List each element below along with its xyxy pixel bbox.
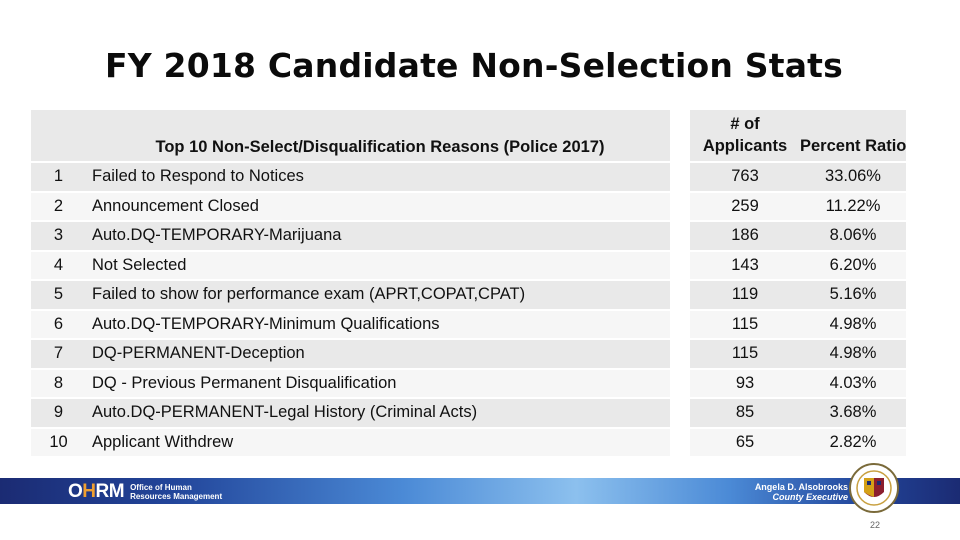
exec-role: County Executive bbox=[772, 492, 848, 502]
applicants-cell: 763 bbox=[690, 163, 800, 193]
gap-cell bbox=[670, 281, 690, 311]
table-row: 3 Auto.DQ-TEMPORARY-Marijuana 186 8.06% bbox=[31, 222, 906, 252]
table-row: 7 DQ-PERMANENT-Deception 115 4.98% bbox=[31, 340, 906, 370]
county-seal-icon bbox=[849, 463, 899, 513]
rank-cell: 7 bbox=[31, 340, 90, 370]
reason-cell: DQ - Previous Permanent Disqualification bbox=[90, 369, 670, 399]
reason-cell: DQ-PERMANENT-Deception bbox=[90, 340, 670, 370]
county-executive-credit: Angela D. Alsobrooks County Executive bbox=[755, 482, 848, 502]
applicants-header-line1: # of bbox=[730, 115, 760, 133]
percent-cell: 5.16% bbox=[800, 281, 906, 311]
gap-cell bbox=[670, 310, 690, 340]
ohrm-logo: OHRM Office of Human Resources Managemen… bbox=[68, 481, 222, 503]
reason-cell: Not Selected bbox=[90, 251, 670, 281]
percent-cell: 8.06% bbox=[800, 222, 906, 252]
table-row: 5 Failed to show for performance exam (AP… bbox=[31, 281, 906, 311]
reason-cell: Applicant Withdrew bbox=[90, 428, 670, 458]
ohrm-wordmark: OHRM bbox=[68, 481, 125, 502]
applicants-cell: 259 bbox=[690, 192, 800, 222]
gap-cell bbox=[670, 399, 690, 429]
percent-cell: 2.82% bbox=[800, 428, 906, 458]
rank-cell: 5 bbox=[31, 281, 90, 311]
reason-cell: Announcement Closed bbox=[90, 192, 670, 222]
gap-cell bbox=[670, 163, 690, 193]
stats-table-container: Top 10 Non-Select/Disqualification Reaso… bbox=[31, 110, 906, 458]
non-selection-table: Top 10 Non-Select/Disqualification Reaso… bbox=[31, 110, 906, 458]
applicants-cell: 85 bbox=[690, 399, 800, 429]
table-row: 1 Failed to Respond to Notices 763 33.06% bbox=[31, 163, 906, 193]
table-row: 9 Auto.DQ-PERMANENT-Legal History (Crimin… bbox=[31, 399, 906, 429]
gap-cell bbox=[670, 369, 690, 399]
ohrm-org-name: Office of Human Resources Management bbox=[130, 483, 222, 501]
rank-cell: 9 bbox=[31, 399, 90, 429]
rank-cell: 8 bbox=[31, 369, 90, 399]
percent-cell: 11.22% bbox=[800, 192, 906, 222]
org-line-1: Office of Human bbox=[130, 483, 192, 492]
applicants-cell: 143 bbox=[690, 251, 800, 281]
applicants-header: # of Applicants bbox=[690, 110, 800, 163]
percent-cell: 4.03% bbox=[800, 369, 906, 399]
applicants-cell: 115 bbox=[690, 340, 800, 370]
rank-cell: 3 bbox=[31, 222, 90, 252]
percent-cell: 4.98% bbox=[800, 340, 906, 370]
applicants-cell: 186 bbox=[690, 222, 800, 252]
table-row: 4 Not Selected 143 6.20% bbox=[31, 251, 906, 281]
gap-cell bbox=[670, 251, 690, 281]
reason-cell: Auto.DQ-PERMANENT-Legal History (Crimina… bbox=[90, 399, 670, 429]
applicants-cell: 93 bbox=[690, 369, 800, 399]
applicants-header-line2: Applicants bbox=[702, 137, 788, 155]
slide-title: FY 2018 Candidate Non-Selection Stats bbox=[105, 46, 843, 85]
table-header-row: Top 10 Non-Select/Disqualification Reaso… bbox=[31, 110, 906, 163]
rank-cell: 1 bbox=[31, 163, 90, 193]
gap-cell bbox=[670, 222, 690, 252]
applicants-cell: 115 bbox=[690, 310, 800, 340]
reason-cell: Failed to Respond to Notices bbox=[90, 163, 670, 193]
gap-cell bbox=[670, 192, 690, 222]
gap-cell bbox=[670, 340, 690, 370]
table-row: 10 Applicant Withdrew 65 2.82% bbox=[31, 428, 906, 458]
reason-cell: Failed to show for performance exam (APR… bbox=[90, 281, 670, 311]
table-body: 1 Failed to Respond to Notices 763 33.06% 2 A… bbox=[31, 163, 906, 458]
org-line-2: Resources Management bbox=[130, 492, 223, 501]
table-row: 2 Announcement Closed 259 11.22% bbox=[31, 192, 906, 222]
reason-cell: Auto.DQ-TEMPORARY-Minimum Qualifications bbox=[90, 310, 670, 340]
percent-cell: 33.06% bbox=[800, 163, 906, 193]
footer-banner bbox=[0, 478, 960, 504]
rank-header bbox=[31, 110, 90, 163]
exec-name: Angela D. Alsobrooks bbox=[754, 482, 848, 492]
applicants-cell: 119 bbox=[690, 281, 800, 311]
percent-cell: 4.98% bbox=[800, 310, 906, 340]
reason-cell: Auto.DQ-TEMPORARY-Marijuana bbox=[90, 222, 670, 252]
rank-cell: 6 bbox=[31, 310, 90, 340]
rank-cell: 10 bbox=[31, 428, 90, 458]
header-gap bbox=[670, 110, 690, 163]
rank-cell: 4 bbox=[31, 251, 90, 281]
table-row: 6 Auto.DQ-TEMPORARY-Minimum Qualification… bbox=[31, 310, 906, 340]
rank-cell: 2 bbox=[31, 192, 90, 222]
page-number: 22 bbox=[870, 520, 881, 530]
gap-cell bbox=[670, 428, 690, 458]
applicants-cell: 65 bbox=[690, 428, 800, 458]
percent-cell: 3.68% bbox=[800, 399, 906, 429]
reason-header: Top 10 Non-Select/Disqualification Reaso… bbox=[90, 110, 670, 163]
table-row: 8 DQ - Previous Permanent Disqualificatio… bbox=[31, 369, 906, 399]
percent-cell: 6.20% bbox=[800, 251, 906, 281]
percent-header: Percent Ratio bbox=[800, 110, 906, 163]
